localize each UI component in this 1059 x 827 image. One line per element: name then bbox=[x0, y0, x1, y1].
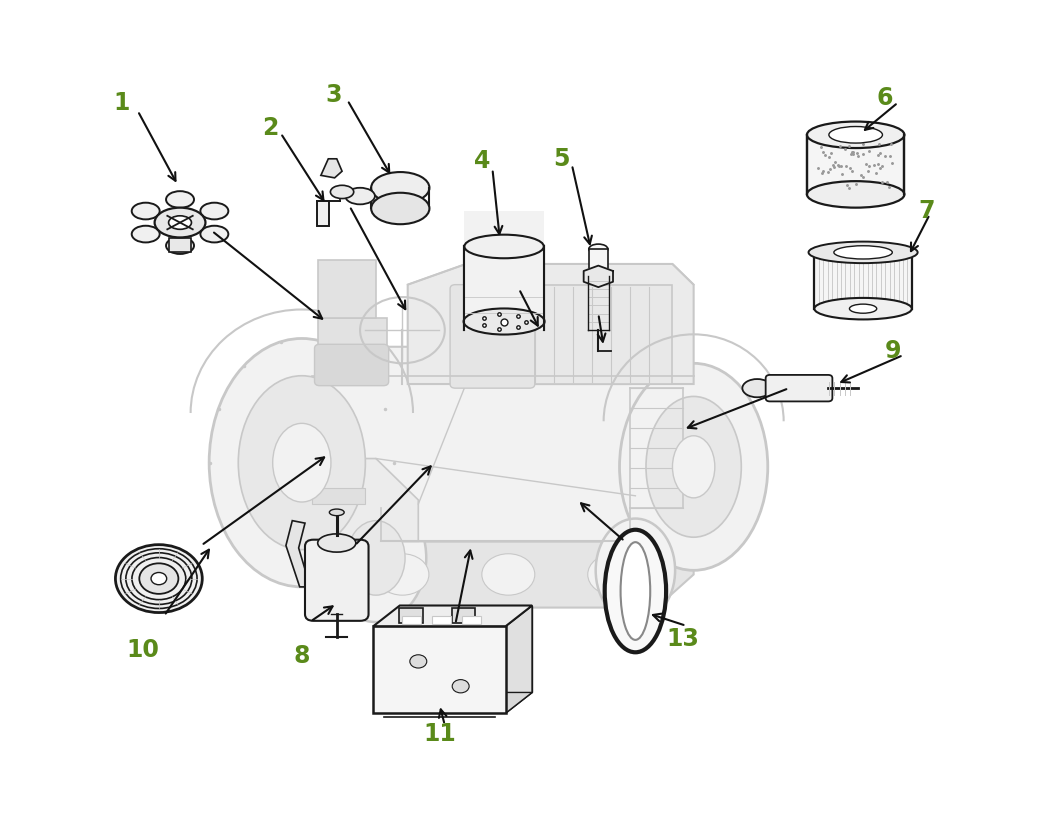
Bar bbox=[432, 617, 451, 624]
Text: 5: 5 bbox=[553, 147, 570, 170]
Ellipse shape bbox=[589, 245, 608, 255]
Ellipse shape bbox=[238, 376, 365, 550]
Ellipse shape bbox=[807, 182, 904, 208]
Ellipse shape bbox=[829, 127, 882, 144]
Polygon shape bbox=[312, 459, 418, 542]
Circle shape bbox=[410, 655, 427, 668]
Ellipse shape bbox=[471, 216, 519, 231]
Bar bbox=[399, 609, 423, 624]
Text: 3: 3 bbox=[325, 84, 342, 107]
Ellipse shape bbox=[464, 309, 544, 335]
Ellipse shape bbox=[166, 192, 194, 208]
Polygon shape bbox=[373, 605, 532, 627]
FancyBboxPatch shape bbox=[315, 345, 389, 386]
Text: 8: 8 bbox=[293, 643, 310, 667]
Ellipse shape bbox=[330, 186, 354, 199]
Text: 13: 13 bbox=[666, 627, 700, 650]
Ellipse shape bbox=[347, 521, 405, 595]
Ellipse shape bbox=[155, 208, 205, 238]
Ellipse shape bbox=[200, 227, 229, 243]
Ellipse shape bbox=[814, 299, 912, 320]
Ellipse shape bbox=[329, 509, 344, 516]
Ellipse shape bbox=[742, 380, 772, 398]
Ellipse shape bbox=[200, 203, 229, 220]
Ellipse shape bbox=[595, 519, 676, 623]
Text: 10: 10 bbox=[126, 638, 160, 661]
Polygon shape bbox=[589, 250, 608, 277]
Ellipse shape bbox=[371, 173, 430, 204]
Bar bbox=[807, 136, 904, 195]
Text: 7: 7 bbox=[918, 199, 935, 222]
Ellipse shape bbox=[807, 122, 904, 149]
Polygon shape bbox=[321, 160, 342, 179]
Circle shape bbox=[588, 554, 641, 595]
Text: 6: 6 bbox=[876, 86, 893, 109]
Ellipse shape bbox=[612, 540, 659, 602]
Ellipse shape bbox=[620, 364, 768, 571]
Polygon shape bbox=[373, 693, 532, 713]
Polygon shape bbox=[312, 347, 694, 542]
Ellipse shape bbox=[131, 203, 160, 220]
Bar bbox=[402, 617, 421, 624]
Ellipse shape bbox=[166, 238, 194, 255]
Ellipse shape bbox=[605, 530, 666, 653]
FancyBboxPatch shape bbox=[305, 540, 369, 621]
Polygon shape bbox=[286, 521, 310, 587]
Ellipse shape bbox=[318, 534, 356, 552]
Ellipse shape bbox=[168, 217, 192, 230]
Ellipse shape bbox=[140, 564, 178, 594]
Polygon shape bbox=[318, 261, 376, 318]
Circle shape bbox=[482, 554, 535, 595]
Ellipse shape bbox=[326, 494, 426, 622]
Polygon shape bbox=[312, 542, 694, 608]
Ellipse shape bbox=[808, 242, 918, 264]
Ellipse shape bbox=[672, 437, 715, 498]
Polygon shape bbox=[530, 285, 672, 385]
Text: 4: 4 bbox=[473, 150, 490, 173]
Circle shape bbox=[452, 680, 469, 693]
Polygon shape bbox=[584, 266, 613, 288]
Ellipse shape bbox=[849, 304, 877, 314]
Polygon shape bbox=[312, 488, 365, 504]
Polygon shape bbox=[506, 605, 532, 713]
Text: 9: 9 bbox=[884, 339, 901, 362]
Ellipse shape bbox=[345, 189, 375, 205]
Ellipse shape bbox=[151, 573, 166, 585]
Bar bbox=[452, 609, 475, 624]
Circle shape bbox=[376, 554, 429, 595]
Polygon shape bbox=[168, 238, 192, 253]
FancyBboxPatch shape bbox=[466, 219, 524, 281]
Ellipse shape bbox=[465, 236, 544, 259]
Ellipse shape bbox=[115, 545, 202, 613]
Bar bbox=[465, 212, 544, 330]
Ellipse shape bbox=[131, 227, 160, 243]
Ellipse shape bbox=[210, 339, 394, 587]
Ellipse shape bbox=[646, 397, 741, 538]
Bar bbox=[317, 202, 329, 227]
FancyBboxPatch shape bbox=[450, 285, 535, 389]
Bar bbox=[462, 617, 481, 624]
Ellipse shape bbox=[371, 194, 430, 225]
Text: 1: 1 bbox=[113, 92, 130, 115]
Ellipse shape bbox=[833, 246, 893, 260]
Polygon shape bbox=[408, 265, 694, 385]
FancyBboxPatch shape bbox=[766, 375, 832, 402]
Ellipse shape bbox=[621, 543, 650, 640]
Ellipse shape bbox=[273, 423, 330, 502]
Text: 11: 11 bbox=[424, 722, 455, 745]
Bar bbox=[373, 627, 506, 713]
Text: 2: 2 bbox=[262, 117, 279, 140]
Polygon shape bbox=[318, 318, 387, 385]
Polygon shape bbox=[400, 605, 532, 693]
Bar bbox=[814, 258, 912, 309]
